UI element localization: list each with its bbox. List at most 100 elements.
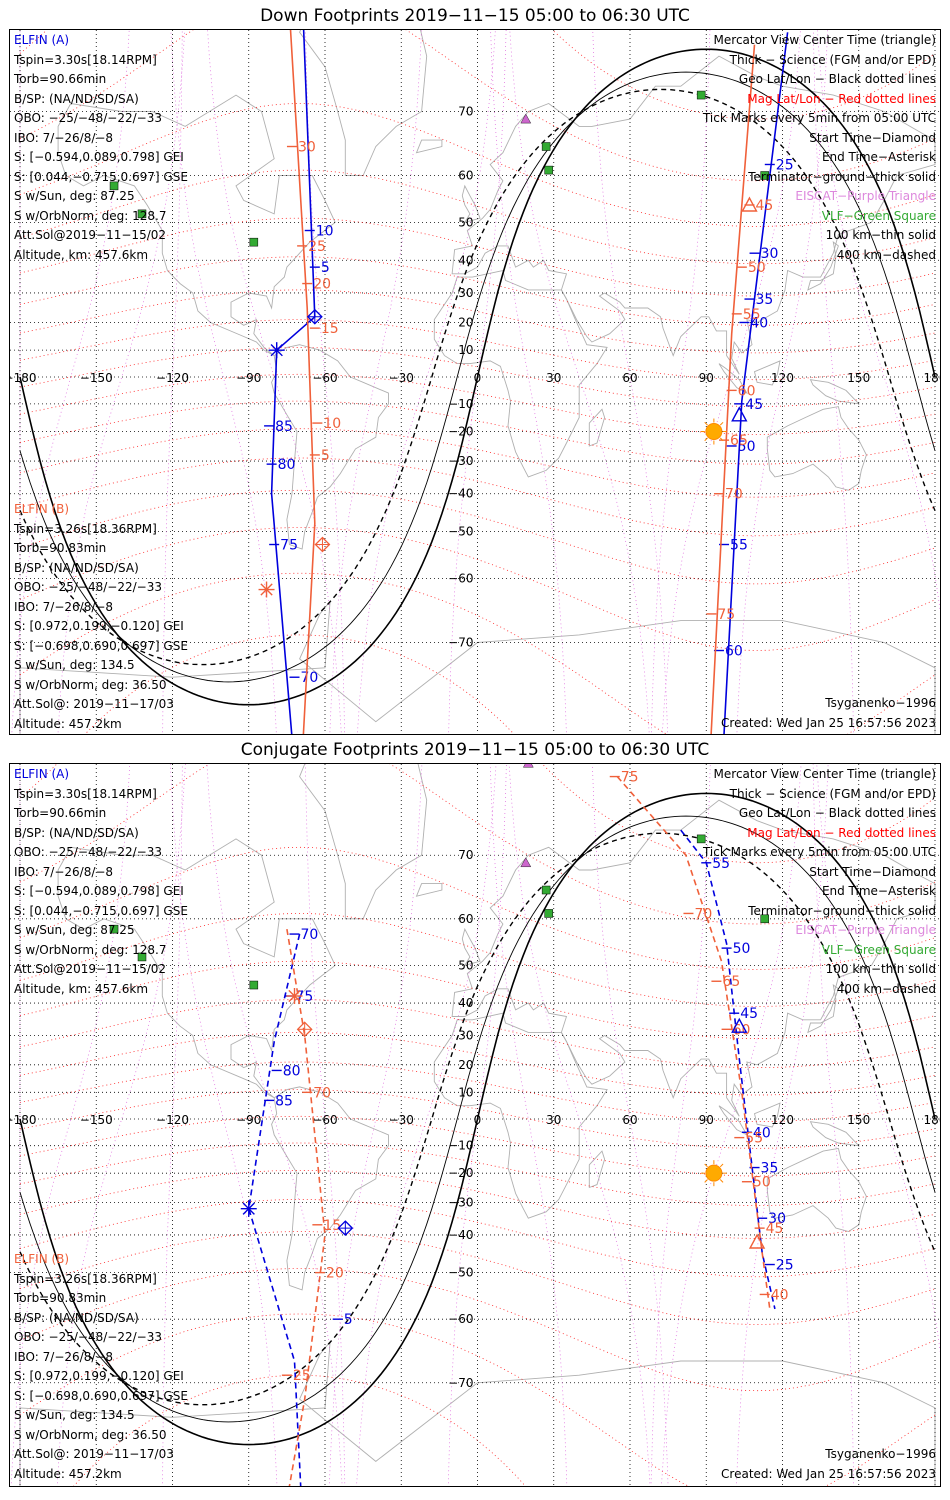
latitude-tick-label: −30: [448, 454, 473, 468]
track-tick-label: 5: [344, 1312, 353, 1328]
latitude-tick-label: −10: [448, 1139, 473, 1153]
mag-latitude-line: [19, 217, 936, 297]
mag-latitude-line: [19, 1169, 936, 1239]
model-label: Tsyganenko−1996: [825, 696, 936, 710]
coastline: [588, 408, 606, 447]
elfin-b-info: ELFIN (B) Tspin=3.26s[18.36RPM] Torb=90.…: [14, 500, 188, 734]
legend-item: Mag Lat/Lon − Red dotted lines: [747, 825, 936, 840]
track-tick-label: 45: [755, 198, 773, 214]
mag-latitude-line: [19, 527, 936, 651]
longitude-tick-label: 60: [622, 1113, 637, 1127]
track-tick-label: 70: [313, 1085, 331, 1101]
latitude-tick-label: 30: [458, 1029, 473, 1043]
latitude-tick-label: 20: [458, 1058, 473, 1072]
track-tick-label: 10: [323, 416, 341, 432]
longitude-tick-label: −30: [389, 1113, 414, 1127]
mag-longitude-line: [356, 764, 497, 1486]
eiscat-site-marker: [520, 857, 532, 867]
elfin-a-line: Tspin=3.30s[18.14RPM]: [14, 786, 157, 801]
mag-latitude-line: [84, 634, 515, 734]
vlf-site-marker: [249, 980, 259, 990]
model-label: Tsyganenko−1996: [825, 1447, 936, 1461]
sun-ray: [704, 421, 708, 426]
legend-item: Geo Lat/Lon − Black dotted lines: [738, 806, 936, 820]
longitude-tick-label: −150: [80, 1113, 113, 1127]
coastline: [753, 360, 781, 386]
elfin-b-line: IBO: 7/−26/8/−8: [14, 599, 114, 614]
latitude-tick-label: −20: [448, 425, 473, 439]
vlf-site-marker: [109, 924, 119, 934]
latitude-tick-label: 70: [458, 848, 473, 862]
longitude-tick-label: 90: [699, 1113, 714, 1127]
track-tick-label: 55: [712, 856, 730, 872]
coastline: [19, 599, 936, 734]
elfin-b-line: Tspin=3.26s[18.36RPM]: [14, 521, 157, 536]
vlf-site-marker: [541, 885, 551, 895]
legend-item: EISCAT−Purple Triangle: [795, 923, 936, 937]
subsolar-point-sun-icon: [705, 1164, 723, 1182]
terminator-100km: [19, 815, 936, 1423]
elfin-b-line: S w/OrbNorm, deg: 36.50: [14, 1427, 167, 1442]
elfin-b-line: Torb=90.83min: [14, 541, 107, 555]
track-tick-label: 15: [323, 1218, 341, 1234]
legend-item: Mag Lat/Lon − Red dotted lines: [747, 91, 936, 106]
track-tick-label: 75: [280, 538, 298, 554]
longitude-tick-label: 30: [546, 1113, 561, 1127]
longitude-tick-label: −180: [10, 371, 36, 385]
elfin-b-line: B/SP: (NA/ND/SD/SA): [14, 560, 139, 575]
mag-longitude-line: [305, 764, 346, 1486]
longitude-tick-label: 30: [546, 371, 561, 385]
subsolar-point-sun-icon: [705, 423, 723, 441]
mag-latitude-line: [19, 846, 936, 970]
mag-latitude-line: [19, 103, 936, 227]
longitude-tick-label: 150: [847, 1113, 870, 1127]
track-tick-label: 40: [750, 315, 768, 331]
elfin-a-info: ELFIN (A) Tspin=3.30s[18.14RPM] Torb=90.…: [14, 765, 188, 999]
legend-item: Terminator−ground−thick solid: [748, 169, 936, 184]
track-tick-label: 55: [730, 538, 748, 554]
latitude-tick-label: −60: [448, 1312, 473, 1326]
elfin-a-end-asterisk: [242, 1202, 255, 1215]
coastline: [57, 94, 336, 356]
elfin-b-line: S w/Sun, deg: 134.5: [14, 658, 135, 672]
longitude-tick-label: 120: [771, 1113, 794, 1127]
track-tick-label: 35: [755, 292, 773, 308]
map-canvas: −180 −150 −120 −90 −60 −30 0 30 60 90 120 150 180 70 6…: [10, 764, 940, 1486]
vlf-site-marker: [696, 834, 706, 844]
elfin-b-line: Tspin=3.26s[18.36RPM]: [14, 1271, 157, 1286]
mag-longitude-line: [169, 764, 278, 1486]
legend-item: Mercator View Center Time (triangle): [713, 33, 936, 47]
coastline: [766, 1147, 867, 1232]
latitude-tick-label: 50: [458, 958, 473, 972]
eiscat-site-marker: [522, 764, 534, 768]
elfin-a-line: Altitude, km: 457.6km: [14, 981, 149, 996]
track-tick-label: 25: [293, 1368, 311, 1384]
mag-latitude-line: [19, 256, 936, 326]
track-tick-label: 70: [694, 906, 712, 922]
elfin-a-line: S w/Sun, deg: 87.25: [14, 923, 135, 937]
elfin-b-line: S: [−0.698,0.690,0.697] GSE: [14, 638, 188, 653]
map-legend: Mercator View Center Time (triangle) Thi…: [703, 31, 936, 265]
elfin-a-track: [680, 829, 776, 1310]
elfin-a-line: S w/OrbNorm, deg: 128.7: [14, 208, 167, 223]
elfin-a-center-triangle: [731, 1017, 748, 1033]
mag-latitude-line: [19, 1268, 936, 1392]
panel-title-conjugate: Conjugate Footprints 2019−11−15 05:00 to…: [240, 740, 710, 760]
mag-latitude-line: [19, 30, 936, 120]
legend-item: End Time−Asterisk: [821, 884, 936, 898]
track-tick-label: 50: [748, 260, 766, 276]
longitude-tick-label: 90: [699, 371, 714, 385]
legend-item: 100 km−thin solid: [825, 228, 936, 242]
mag-latitude-line: [19, 457, 936, 537]
longitude-tick-label: 180: [924, 1113, 940, 1127]
elfin-b-line: S w/Sun, deg: 134.5: [14, 1408, 135, 1422]
longitude-tick-label: 0: [474, 371, 482, 385]
legend-item: VLF−Green Square: [821, 942, 936, 957]
track-tick-label: 50: [733, 941, 751, 957]
legend-item: 100 km−thin solid: [825, 962, 936, 976]
elfin-a-track: [270, 30, 316, 734]
mag-latitude-line: [19, 572, 936, 734]
track-tick-label: 85: [275, 419, 293, 435]
latitude-tick-label: −50: [448, 1266, 473, 1280]
coastline: [433, 1012, 608, 1219]
